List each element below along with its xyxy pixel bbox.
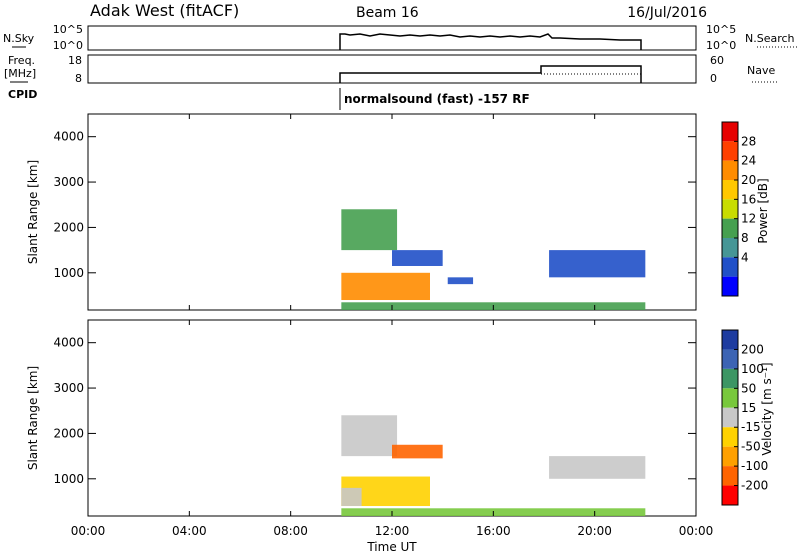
beam-title: Beam 16 bbox=[356, 5, 419, 21]
freq-label-1: Freq. bbox=[8, 54, 35, 67]
nave-label: Nave bbox=[747, 64, 775, 77]
x-tick-label: 12:00 bbox=[375, 524, 410, 538]
colorbar-tick-label: 8 bbox=[741, 231, 749, 245]
colorbar-swatch bbox=[722, 199, 738, 219]
colorbar-tick-label: 4 bbox=[741, 250, 749, 264]
data-region bbox=[392, 250, 443, 266]
colorbar-tick-label: -100 bbox=[741, 459, 768, 473]
nsky-tick-bottom: 10^0 bbox=[53, 39, 83, 52]
y-tick-label: 3000 bbox=[53, 381, 84, 395]
data-region bbox=[549, 250, 646, 278]
y-tick-label: 2000 bbox=[53, 220, 84, 234]
ylabel-velocity: Slant Range [km] bbox=[26, 366, 40, 470]
data-region bbox=[341, 487, 362, 507]
nave-tick-top: 60 bbox=[710, 54, 724, 67]
nsearch-tick-top: 10^5 bbox=[706, 23, 736, 36]
colorbar-tick-label: 28 bbox=[741, 134, 756, 148]
colorbar-swatch bbox=[722, 407, 738, 428]
nsky-panel: N.Sky 10^5 10^0 10^5 10^0 N.Search bbox=[3, 23, 798, 52]
colorbar-tick-label: 12 bbox=[741, 212, 756, 226]
data-region bbox=[341, 415, 398, 457]
colorbar-swatch bbox=[722, 349, 738, 369]
colorbar-swatch bbox=[722, 427, 738, 447]
data-region bbox=[341, 209, 398, 251]
power-colorbar: 28 24 20 16 12 8 4 bbox=[721, 121, 756, 297]
nsky-tick-top: 10^5 bbox=[53, 23, 83, 36]
colorbar-swatch bbox=[722, 446, 738, 467]
nave-tick-bottom: 0 bbox=[710, 72, 717, 85]
freq-panel: Freq. [MHz] 18 8 60 0 Nave bbox=[4, 54, 778, 85]
nsky-trace bbox=[339, 33, 642, 50]
x-tick-label: 00:00 bbox=[71, 524, 106, 538]
colorbar-tick-label: 100 bbox=[741, 362, 764, 376]
nsearch-tick-bottom: 10^0 bbox=[706, 39, 736, 52]
date-title: 16/Jul/2016 bbox=[627, 5, 707, 21]
y-tick-label: 4000 bbox=[53, 336, 84, 350]
colorbar-swatch bbox=[722, 368, 738, 389]
colorbar-frame bbox=[721, 329, 739, 506]
y-tick-label: 2000 bbox=[53, 426, 84, 440]
colorbar-tick-label: 200 bbox=[741, 342, 764, 356]
colorbar-swatch bbox=[722, 257, 738, 277]
power-colorbar-label: Power [dB] bbox=[756, 178, 770, 243]
freq-trace bbox=[339, 65, 642, 83]
y-tick-label: 1000 bbox=[53, 266, 84, 280]
colorbar-swatch bbox=[722, 485, 738, 505]
cpid-label: CPID bbox=[8, 88, 37, 101]
colorbar-swatch bbox=[722, 388, 738, 408]
colorbar-swatch bbox=[722, 238, 738, 258]
colorbar-tick-label: 20 bbox=[741, 173, 756, 187]
colorbar-swatch bbox=[722, 122, 738, 142]
freq-label-2: [MHz] bbox=[4, 67, 36, 80]
data-region bbox=[392, 444, 443, 459]
colorbar-frame bbox=[721, 121, 739, 297]
power-data-marks bbox=[341, 209, 646, 310]
colorbar-tick-label: 24 bbox=[741, 154, 756, 168]
y-tick-label: 4000 bbox=[53, 130, 84, 144]
y-tick-label: 1000 bbox=[53, 472, 84, 486]
colorbar-tick-label: 15 bbox=[741, 401, 756, 415]
colorbar-swatch bbox=[722, 141, 738, 161]
velocity-colorbar: 200 100 50 15 -15 -50 -100 -200 bbox=[721, 329, 768, 506]
ylabel-power: Slant Range [km] bbox=[26, 160, 40, 264]
data-region bbox=[549, 456, 646, 479]
velocity-y-ticks: 4000 3000 2000 1000 bbox=[53, 336, 696, 486]
colorbar-swatch bbox=[722, 330, 738, 350]
colorbar-tick-label: 16 bbox=[741, 192, 756, 206]
colorbar-tick-label: 50 bbox=[741, 381, 756, 395]
x-tick-label: 16:00 bbox=[476, 524, 511, 538]
xlabel: Time UT bbox=[366, 540, 417, 554]
colorbar-swatch bbox=[722, 218, 738, 238]
colorbar-swatch bbox=[722, 180, 738, 200]
velocity-colorbar-label: Velocity [m s⁻¹] bbox=[760, 362, 774, 455]
colorbar-swatch bbox=[722, 466, 738, 486]
freq-tick-top: 18 bbox=[68, 54, 82, 67]
nsky-label: N.Sky bbox=[3, 32, 35, 45]
cpid-program: normalsound (fast) -157 RF bbox=[344, 92, 530, 106]
station-title: Adak West (fitACF) bbox=[90, 1, 239, 20]
x-tick-label: 00:00 bbox=[679, 524, 714, 538]
y-tick-label: 3000 bbox=[53, 175, 84, 189]
colorbar-tick-label: -15 bbox=[741, 420, 761, 434]
velocity-data-marks bbox=[341, 415, 646, 516]
x-tick-label: 04:00 bbox=[172, 524, 207, 538]
data-region bbox=[341, 272, 430, 301]
x-tick-label: 08:00 bbox=[273, 524, 308, 538]
x-tick-label: 20:00 bbox=[577, 524, 612, 538]
power-y-ticks: 4000 3000 2000 1000 bbox=[53, 130, 696, 280]
colorbar-swatch bbox=[722, 160, 738, 180]
nsearch-label: N.Search bbox=[745, 32, 795, 45]
freq-tick-bottom: 8 bbox=[75, 72, 82, 85]
colorbar-tick-label: -50 bbox=[741, 440, 761, 454]
colorbar-tick-label: -200 bbox=[741, 479, 768, 493]
colorbar-swatch bbox=[722, 276, 738, 296]
x-axis-ticks: 00:00 04:00 08:00 12:00 16:00 20:00 00:00 bbox=[71, 114, 714, 538]
data-region bbox=[447, 277, 474, 285]
